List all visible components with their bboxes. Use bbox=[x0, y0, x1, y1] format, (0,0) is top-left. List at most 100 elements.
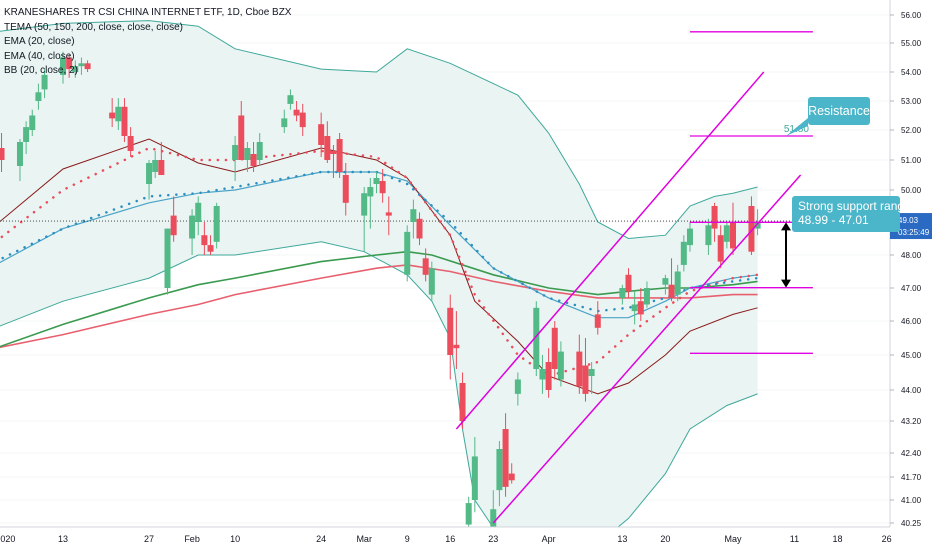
candle-body bbox=[207, 245, 214, 252]
candle bbox=[109, 98, 116, 128]
candle bbox=[373, 172, 380, 194]
candle-body bbox=[244, 148, 251, 160]
candle-body bbox=[324, 136, 331, 160]
candle-body bbox=[72, 66, 79, 72]
ema20-line bbox=[0, 138, 758, 395]
candle-body bbox=[545, 362, 552, 390]
x-tick-label: 26 bbox=[882, 534, 892, 544]
x-tick-label: 2020 bbox=[0, 534, 15, 544]
support-text-line2: 48.99 - 47.01 bbox=[798, 213, 869, 227]
candle-body bbox=[447, 307, 454, 355]
candle-body bbox=[533, 307, 540, 369]
candle bbox=[496, 441, 503, 507]
candle bbox=[582, 338, 589, 402]
y-tick-label: 45.00 bbox=[901, 351, 922, 360]
candle bbox=[195, 196, 202, 236]
y-tick-label: 52.00 bbox=[901, 126, 922, 135]
candle bbox=[72, 60, 79, 78]
candle-body bbox=[631, 304, 638, 312]
channel-lower-line bbox=[492, 174, 802, 524]
candle bbox=[41, 69, 48, 99]
candle bbox=[367, 178, 374, 229]
candle-body bbox=[336, 139, 343, 172]
candle-body bbox=[146, 163, 153, 184]
y-tick-label: 46.00 bbox=[901, 317, 922, 326]
candle-body bbox=[754, 222, 761, 229]
candle-body bbox=[459, 383, 466, 421]
resistance-callout[interactable]: Resistance bbox=[808, 97, 870, 125]
arrow-head-down bbox=[781, 279, 791, 288]
candle bbox=[170, 196, 177, 242]
candle-body bbox=[299, 112, 306, 128]
candle bbox=[576, 334, 583, 394]
legend-ema40: EMA (40, close) bbox=[4, 50, 75, 62]
time-axis-bg bbox=[0, 527, 932, 550]
candle bbox=[514, 372, 521, 406]
candle bbox=[324, 121, 331, 163]
price-axis-bg bbox=[890, 0, 932, 550]
candle bbox=[662, 274, 669, 295]
y-tick-label: 47.00 bbox=[901, 284, 922, 293]
candle-body bbox=[453, 344, 460, 349]
candle bbox=[336, 133, 343, 178]
candle bbox=[281, 109, 288, 133]
candle-body bbox=[256, 142, 263, 160]
candle bbox=[557, 341, 564, 387]
x-tick-label: Apr bbox=[542, 534, 556, 544]
candle-body bbox=[127, 136, 134, 151]
candle-body bbox=[557, 351, 564, 380]
legend-tema: TEMA (50, 150, 200, close, close, close) bbox=[4, 21, 183, 33]
support-text-line1: Strong support range bbox=[798, 199, 900, 213]
candle-body bbox=[0, 148, 5, 160]
candle-body bbox=[717, 235, 724, 262]
candle bbox=[717, 225, 724, 269]
candle-body bbox=[23, 127, 30, 142]
candle-body bbox=[502, 429, 509, 487]
candle bbox=[545, 348, 552, 398]
candle-body bbox=[41, 74, 48, 90]
candle bbox=[287, 89, 294, 110]
candle bbox=[533, 301, 540, 376]
candle-body bbox=[662, 278, 669, 285]
candle bbox=[453, 311, 460, 369]
bb-fill bbox=[0, 20, 758, 555]
y-tick-label: 44.00 bbox=[901, 386, 922, 395]
candle bbox=[23, 121, 30, 154]
candle-body bbox=[680, 241, 687, 265]
candle-body bbox=[293, 109, 300, 116]
candle bbox=[115, 98, 122, 130]
candle-body bbox=[232, 145, 239, 160]
candle bbox=[35, 83, 42, 110]
bar-countdown: 03:25:49 bbox=[898, 228, 930, 237]
candle bbox=[256, 133, 263, 166]
candle-body bbox=[109, 112, 116, 119]
candle bbox=[244, 142, 251, 172]
candle bbox=[619, 284, 626, 305]
candle bbox=[201, 222, 208, 255]
last-price-value: 49.03 bbox=[898, 216, 919, 225]
y-tick-label: 42.40 bbox=[901, 449, 922, 458]
y-tick-label: 41.00 bbox=[901, 496, 922, 505]
candle bbox=[238, 101, 245, 160]
candle bbox=[121, 98, 128, 142]
candle-body bbox=[576, 351, 583, 387]
candle-body bbox=[686, 228, 693, 246]
candle bbox=[293, 101, 300, 122]
candle-body bbox=[152, 160, 159, 172]
y-tick-label: 48.00 bbox=[901, 251, 922, 260]
candle bbox=[158, 142, 165, 175]
candle-body bbox=[121, 106, 128, 136]
x-tick-label: 11 bbox=[790, 534, 799, 544]
candle-body bbox=[588, 369, 595, 376]
candle-body bbox=[410, 209, 417, 222]
candle bbox=[551, 321, 558, 380]
support-callout[interactable]: Strong support range 48.99 - 47.01 bbox=[792, 196, 900, 232]
candle-body bbox=[422, 258, 429, 275]
candle bbox=[748, 196, 755, 255]
y-tick-label: 40.25 bbox=[901, 519, 922, 528]
candle-body bbox=[385, 212, 392, 216]
candle-body bbox=[619, 288, 626, 298]
legend-ema20: EMA (20, close) bbox=[4, 36, 75, 47]
